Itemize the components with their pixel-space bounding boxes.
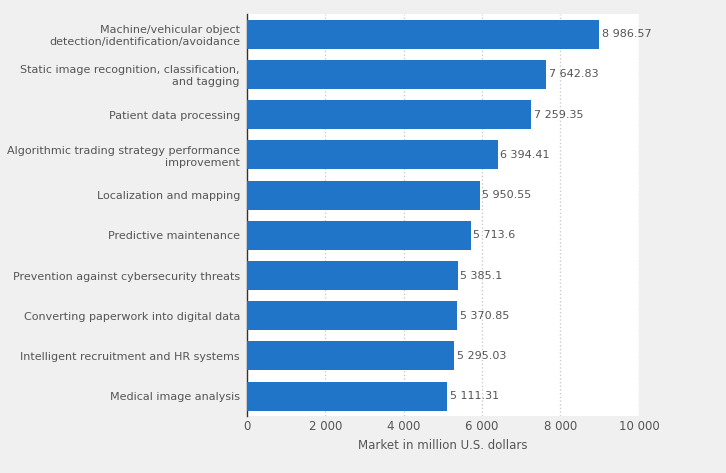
Bar [247, 100, 531, 129]
Text: 5 713.6: 5 713.6 [473, 230, 515, 240]
Bar [247, 181, 480, 210]
Text: 7 642.83: 7 642.83 [549, 70, 598, 79]
Text: 7 259.35: 7 259.35 [534, 110, 583, 120]
Text: 8 986.57: 8 986.57 [602, 29, 651, 39]
Bar [247, 221, 471, 250]
Bar [247, 60, 547, 89]
Text: 5 111.31: 5 111.31 [449, 391, 499, 401]
Bar [247, 342, 454, 370]
Bar [247, 20, 599, 49]
Bar [247, 140, 497, 169]
X-axis label: Market in million U.S. dollars: Market in million U.S. dollars [358, 439, 528, 452]
Text: 5 370.85: 5 370.85 [460, 311, 509, 321]
Text: 5 950.55: 5 950.55 [483, 190, 531, 200]
Text: 5 295.03: 5 295.03 [457, 351, 506, 361]
Bar [247, 382, 447, 411]
Text: 5 385.1: 5 385.1 [460, 271, 502, 280]
Text: 6 394.41: 6 394.41 [500, 150, 550, 160]
Bar [247, 261, 458, 290]
Bar [247, 301, 457, 330]
